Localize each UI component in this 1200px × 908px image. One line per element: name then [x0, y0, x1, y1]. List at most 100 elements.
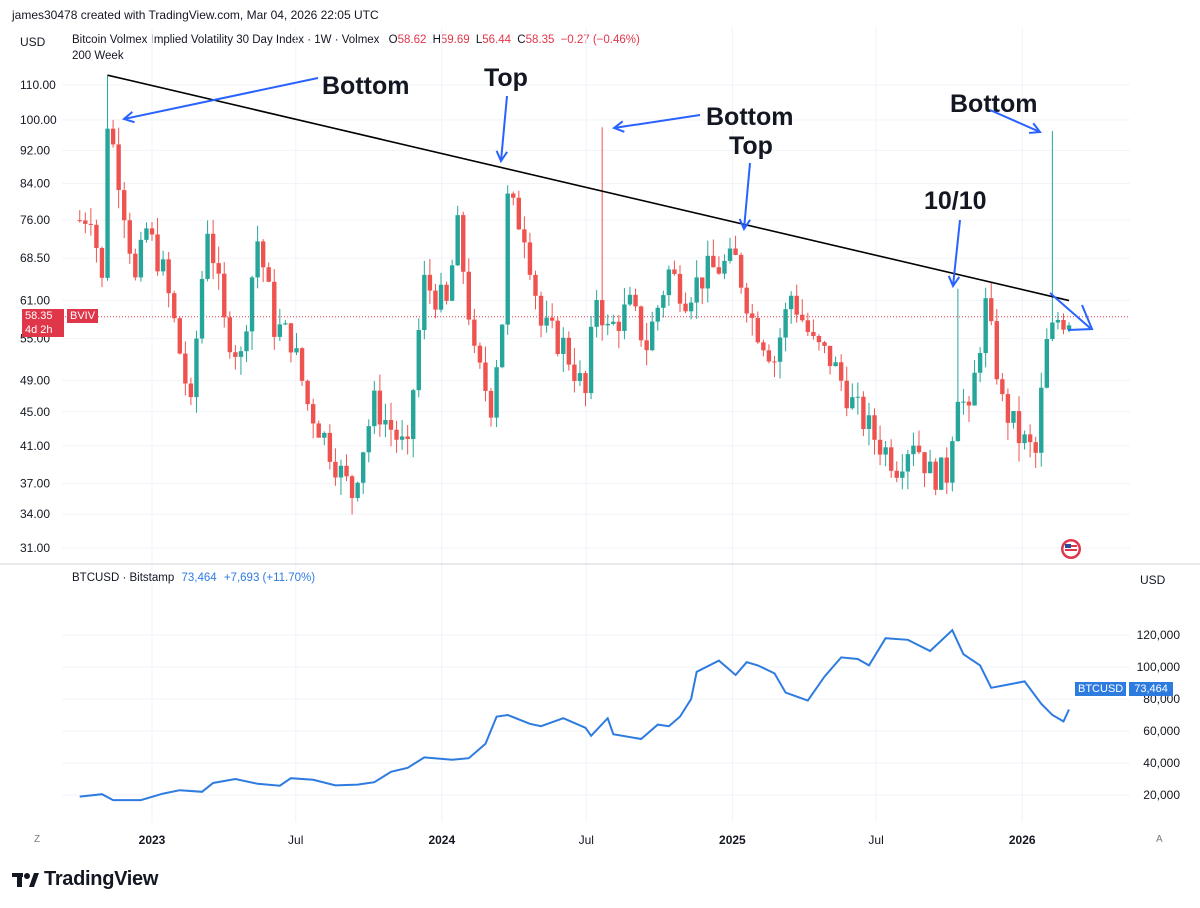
btc-tag-symbol: BTCUSD — [1075, 682, 1127, 696]
grid-lines — [62, 28, 1130, 822]
y-tick-label: 37.00 — [20, 476, 50, 490]
candle-body — [238, 351, 244, 357]
tradingview-logo[interactable]: TradingView — [12, 868, 158, 891]
ohlc-o-label: O — [388, 34, 398, 46]
annotation-arrow — [500, 95, 508, 162]
y-tick-label: 110.00 — [20, 78, 56, 92]
ohlc-h-label: H — [432, 34, 441, 46]
candle-body — [1066, 325, 1072, 330]
auto-scale-toggle[interactable]: A — [1156, 834, 1163, 845]
ohlc-h-value: 59.69 — [440, 34, 470, 46]
candle-body — [249, 277, 255, 332]
candle-body — [294, 348, 299, 353]
candle-body — [466, 271, 471, 320]
candle-body — [661, 295, 666, 308]
annotation-arrow — [743, 162, 751, 230]
y-tick-label: 68.50 — [20, 251, 50, 265]
indicator-legend[interactable]: 200 Week — [72, 50, 124, 62]
candle-body — [360, 452, 366, 483]
candle-body — [1044, 339, 1050, 388]
candle-body — [116, 144, 121, 191]
candle-body — [683, 303, 688, 312]
candle-body — [933, 461, 938, 490]
candle-body — [955, 401, 961, 442]
candle-body — [827, 345, 833, 367]
btc-y-tick-label: 120,000 — [1137, 628, 1181, 642]
candle-body — [1061, 319, 1066, 330]
y-tick-label: 34.00 — [20, 507, 50, 521]
candle-body — [700, 277, 705, 289]
bviv-countdown: 4d 2h — [22, 323, 64, 337]
candle-body — [344, 465, 349, 477]
tradingview-brand-text: TradingView — [44, 868, 159, 890]
candle-body — [694, 277, 699, 303]
btc-symbol: BTCUSD · Bitstamp — [72, 572, 175, 584]
candle-body — [761, 342, 766, 351]
candle-body — [711, 255, 716, 268]
candle-body — [511, 193, 516, 198]
candle-body — [1039, 387, 1044, 453]
candle-body — [77, 220, 82, 222]
annotation-arrow — [989, 109, 1041, 133]
candle-body — [533, 274, 538, 296]
candle-body — [172, 293, 177, 319]
candle-body — [811, 331, 816, 337]
candle-body — [405, 436, 410, 440]
candle-body — [394, 429, 399, 440]
trendline-200-week — [107, 74, 1070, 302]
candle-body — [322, 432, 327, 438]
candle-body — [916, 445, 922, 453]
candle-body — [83, 220, 88, 224]
candle-body — [233, 352, 238, 357]
symbol-legend[interactable]: Bitcoin Volmex Implied Volatility 30 Day… — [72, 34, 640, 46]
candle-body — [744, 287, 749, 314]
x-tick-label: 2023 — [139, 833, 166, 847]
candles-group — [77, 75, 1072, 515]
candle-body — [638, 306, 644, 341]
tradingview-logo-icon — [12, 872, 39, 887]
candle-body — [477, 345, 483, 363]
candle-body — [138, 239, 144, 278]
candle-body — [844, 380, 849, 409]
candle-body — [850, 397, 855, 409]
candle-body — [538, 295, 544, 326]
candle-body — [133, 253, 138, 278]
candle-body — [216, 263, 221, 274]
currency-label-bottom: USD — [1140, 573, 1166, 587]
candle-body — [688, 302, 694, 312]
candle-body — [822, 342, 827, 346]
annotation-arrowhead — [495, 150, 508, 164]
annotation-label: Top — [484, 64, 528, 92]
candle-body — [583, 373, 588, 394]
x-tick-label: 2026 — [1009, 833, 1036, 847]
candle-body — [1000, 379, 1005, 395]
candle-body — [666, 269, 672, 296]
candle-body — [155, 234, 160, 272]
candle-body — [1016, 411, 1022, 444]
annotation-arrowhead — [121, 111, 135, 124]
candle-body — [644, 340, 649, 351]
btc-price-tag: BTCUSD 73,464 — [1075, 682, 1173, 696]
btc-tag-value: 73,464 — [1128, 682, 1173, 696]
candle-body — [989, 298, 994, 322]
candle-body — [388, 420, 394, 430]
axis-ticks: 2023 Jul 2024 Jul 2025 Jul 2026 110.00 100.00 92.… — [20, 78, 1180, 847]
candle-body — [922, 452, 927, 474]
candle-body — [305, 380, 310, 405]
annotation-arrow — [613, 114, 701, 129]
candle-body — [288, 323, 294, 353]
us-flag-icon[interactable] — [1061, 539, 1081, 559]
annotation-arrowhead — [611, 120, 625, 133]
btc-legend[interactable]: BTCUSD · Bitstamp 73,464 +7,693 (+11.70%… — [72, 572, 315, 584]
y-tick-label: 31.00 — [20, 541, 50, 555]
candle-body — [633, 294, 638, 307]
candle-body — [1022, 434, 1027, 444]
candle-body — [572, 364, 577, 381]
candle-body — [1033, 442, 1038, 453]
candle-body — [255, 241, 260, 278]
candle-body — [800, 314, 805, 321]
timezone-toggle[interactable]: Z — [34, 834, 41, 845]
candle-body — [733, 248, 738, 255]
candle-body — [483, 362, 488, 391]
